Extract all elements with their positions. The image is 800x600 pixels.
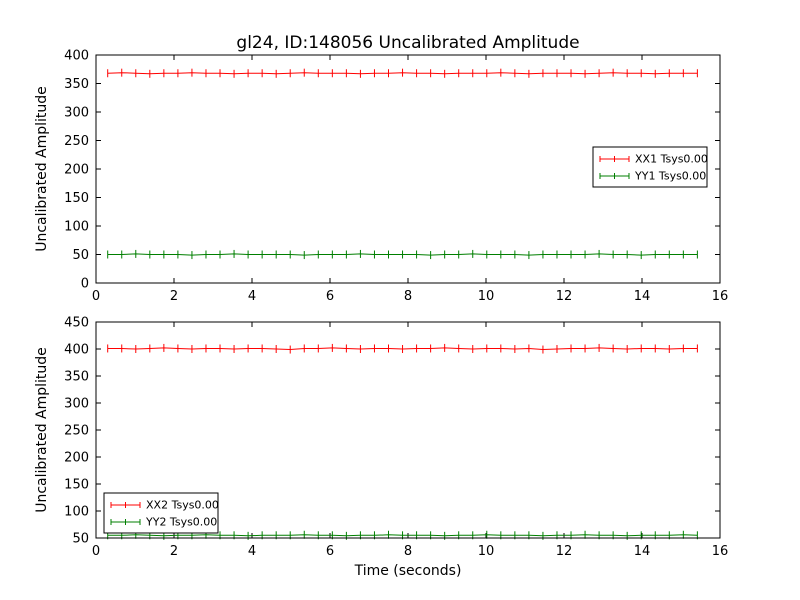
x-tick-label: 14: [634, 544, 651, 559]
legend-box: [103, 492, 219, 534]
x-tick-label: 4: [248, 544, 256, 559]
y-tick-label: 200: [64, 451, 89, 466]
y-tick-label: 150: [64, 478, 89, 493]
x-tick-label: 10: [478, 544, 495, 559]
y-tick-label: 50: [72, 248, 89, 263]
y-tick-label: 300: [64, 106, 89, 121]
x-tick-label: 4: [248, 289, 256, 304]
y-tick-label: 200: [64, 163, 89, 178]
y-tick-label: 400: [64, 343, 89, 358]
x-tick-label: 8: [404, 289, 412, 304]
x-tick-label: 6: [326, 289, 334, 304]
legend-label: YY2 Tsys0.00: [145, 516, 217, 529]
x-tick-label: 14: [634, 289, 651, 304]
x-tick-label: 2: [170, 289, 178, 304]
x-tick-label: 2: [170, 544, 178, 559]
y-tick-label: 250: [64, 134, 89, 149]
x-tick-label: 6: [326, 544, 334, 559]
legend-subplot-1: XX1 Tsys0.00 YY1 Tsys0.00: [592, 146, 708, 188]
subplot-1: 0 2 4 6 8 10 12 14 16 0 50 100 150 200 250 300 350 400: [64, 49, 728, 305]
series-markers-XX1: [107, 68, 698, 78]
y-tick-label: 100: [64, 220, 89, 235]
x-tick-label: 12: [556, 544, 573, 559]
y-tick-label: 450: [64, 316, 89, 331]
x-tick-label: 16: [712, 289, 729, 304]
y-tick-label: 50: [72, 532, 89, 547]
chart-title: gl24, ID:148056 Uncalibrated Amplitude: [236, 33, 580, 53]
subplot-2: 0 2 4 6 8 10 12 14 16 50 100 150 200 250 300 350 400 450: [64, 316, 728, 560]
x-tick-label: 0: [92, 289, 100, 304]
x-tick-label: 12: [556, 289, 573, 304]
y-tick-label: 250: [64, 424, 89, 439]
x-tick-label: 10: [478, 289, 495, 304]
y-tick-label: 100: [64, 505, 89, 520]
x-tick-label: 0: [92, 544, 100, 559]
y-tick-label: 350: [64, 370, 89, 385]
legend-subplot-2: XX2 Tsys0.00 YY2 Tsys0.00: [103, 492, 219, 534]
series-markers-XX2: [107, 343, 698, 354]
legend-box: [592, 146, 708, 188]
axes-frame: [95, 321, 721, 539]
axes-frame: [95, 54, 721, 284]
x-tick-label: 16: [712, 544, 729, 559]
y-tick-label: 350: [64, 77, 89, 92]
series-markers-YY1: [107, 249, 698, 260]
legend-label: XX2 Tsys0.00: [146, 499, 219, 512]
y-tick-label: 400: [64, 49, 89, 64]
y-tick-label: 150: [64, 191, 89, 206]
y-tick-label: 300: [64, 397, 89, 412]
xlabel: Time (seconds): [354, 563, 462, 579]
y-tick-label: 0: [81, 277, 89, 292]
x-tick-label: 8: [404, 544, 412, 559]
legend-label: XX1 Tsys0.00: [635, 153, 708, 166]
legend-label: YY1 Tsys0.00: [634, 170, 706, 183]
